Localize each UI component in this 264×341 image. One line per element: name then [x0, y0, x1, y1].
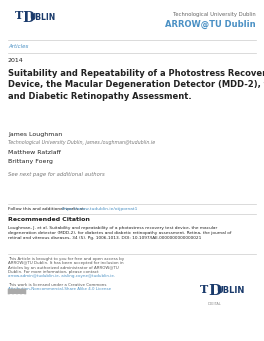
Text: https://arrow.tudublin.ie/otjpornat1: https://arrow.tudublin.ie/otjpornat1 — [62, 207, 138, 211]
Text: Follow this and additional works at:: Follow this and additional works at: — [8, 207, 87, 211]
Text: Attribution-Noncommercial-Share Alike 4.0 License: Attribution-Noncommercial-Share Alike 4.… — [8, 287, 111, 291]
Text: See next page for additional authors: See next page for additional authors — [8, 172, 105, 177]
Text: This Article is brought to you for free and open access by: This Article is brought to you for free … — [8, 257, 124, 261]
Text: T: T — [15, 10, 23, 21]
Text: Matthew Ratzlaff: Matthew Ratzlaff — [8, 150, 61, 155]
Text: Technological University Dublin, james.loughman@tudublin.ie: Technological University Dublin, james.l… — [8, 140, 155, 145]
Text: UBLIN: UBLIN — [29, 13, 55, 22]
Text: Dublin. For more information, please contact: Dublin. For more information, please con… — [8, 270, 99, 274]
Text: Articles: Articles — [8, 44, 28, 49]
Text: D: D — [22, 11, 34, 25]
Text: DIGITAL: DIGITAL — [208, 302, 222, 306]
Text: This work is licensed under a Creative Commons: This work is licensed under a Creative C… — [8, 283, 106, 287]
Text: Technological University Dublin: Technological University Dublin — [173, 12, 256, 17]
Text: UBLIN: UBLIN — [216, 286, 244, 295]
Text: arrow.admin@tudublin.ie, aisling.coyne@tudublin.ie.: arrow.admin@tudublin.ie, aisling.coyne@t… — [8, 274, 115, 278]
Text: T: T — [200, 284, 208, 295]
Text: Suitability and Repeatability of a Photostress Recovery Test
Device, the Macular: Suitability and Repeatability of a Photo… — [8, 69, 264, 101]
Text: Articles by an authorized administrator of ARROW@TU: Articles by an authorized administrator … — [8, 266, 119, 270]
Text: ARROW@TU Dublin. It has been accepted for inclusion in: ARROW@TU Dublin. It has been accepted fo… — [8, 261, 124, 265]
Text: Brittany Foerg: Brittany Foerg — [8, 159, 53, 164]
Text: ARROW@TU Dublin: ARROW@TU Dublin — [165, 20, 256, 29]
Text: Recommended Citation: Recommended Citation — [8, 217, 90, 222]
Text: Loughman, J. et al. Suitability and repeatability of a photostress recovery test: Loughman, J. et al. Suitability and repe… — [8, 226, 231, 240]
Text: James Loughman: James Loughman — [8, 132, 62, 137]
Text: D: D — [208, 284, 221, 298]
Text: 2014: 2014 — [8, 58, 24, 63]
